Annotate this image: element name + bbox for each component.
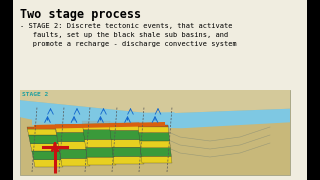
Polygon shape [113, 156, 144, 164]
Polygon shape [141, 156, 172, 163]
Polygon shape [109, 124, 140, 130]
Polygon shape [20, 90, 290, 114]
Polygon shape [58, 142, 87, 149]
Polygon shape [84, 140, 114, 147]
Text: - STAGE 2: Discrete tectonic events, that activate
   faults, set up the black s: - STAGE 2: Discrete tectonic events, tha… [20, 23, 237, 47]
Polygon shape [109, 122, 139, 124]
Polygon shape [140, 148, 171, 156]
Polygon shape [55, 124, 83, 126]
Polygon shape [138, 127, 169, 133]
Polygon shape [61, 158, 90, 166]
Polygon shape [55, 126, 84, 132]
Polygon shape [86, 147, 115, 157]
Polygon shape [20, 100, 290, 128]
Text: STAGE 2: STAGE 2 [22, 92, 48, 97]
Polygon shape [111, 140, 142, 147]
Polygon shape [110, 130, 141, 140]
Polygon shape [30, 144, 60, 151]
Polygon shape [28, 135, 58, 144]
Polygon shape [32, 112, 175, 125]
Polygon shape [28, 129, 57, 135]
Text: Two stage process: Two stage process [20, 8, 141, 21]
Polygon shape [138, 125, 168, 127]
Bar [307, 0, 320, 180]
Polygon shape [82, 121, 110, 123]
Polygon shape [56, 132, 86, 142]
Polygon shape [27, 127, 55, 129]
Polygon shape [140, 141, 171, 148]
Polygon shape [32, 151, 61, 160]
Polygon shape [34, 122, 165, 129]
Polygon shape [34, 160, 63, 167]
Polygon shape [112, 147, 143, 156]
Polygon shape [83, 130, 113, 140]
Bar [20, 90, 290, 175]
Polygon shape [59, 149, 89, 158]
Polygon shape [139, 133, 170, 141]
Bar [0, 0, 13, 180]
Polygon shape [87, 157, 116, 165]
Polygon shape [82, 123, 111, 130]
